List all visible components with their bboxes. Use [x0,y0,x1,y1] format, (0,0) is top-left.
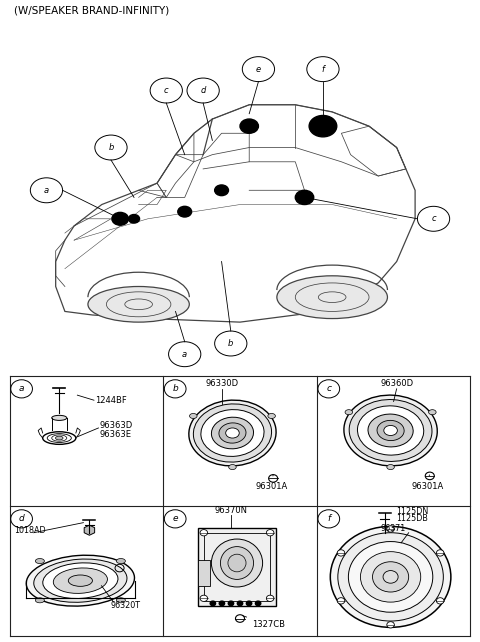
Circle shape [215,185,228,196]
Text: e: e [256,65,261,74]
Text: c: c [431,214,436,223]
Text: 96363E: 96363E [100,429,132,438]
Ellipse shape [358,406,424,455]
Circle shape [219,601,225,605]
Bar [198,560,210,586]
Ellipse shape [116,598,125,603]
Circle shape [330,526,451,627]
Text: a: a [182,350,187,359]
Text: 1125DB: 1125DB [396,514,429,523]
Circle shape [360,551,421,602]
Bar [198,528,276,606]
Ellipse shape [68,575,93,586]
Text: 96370N: 96370N [215,505,248,514]
Text: 96301A: 96301A [412,475,444,490]
Ellipse shape [384,426,397,435]
Polygon shape [84,525,95,535]
Ellipse shape [201,410,264,456]
Text: 96301A: 96301A [255,474,288,490]
Text: a: a [19,385,24,394]
Circle shape [295,190,314,205]
Circle shape [372,562,408,592]
Circle shape [266,530,274,536]
Ellipse shape [211,539,263,587]
Text: f: f [327,514,330,523]
Text: d: d [201,86,206,95]
Ellipse shape [56,436,63,440]
Ellipse shape [228,554,246,572]
Ellipse shape [277,276,387,318]
Ellipse shape [220,546,253,580]
Circle shape [387,621,395,628]
Text: 96320T: 96320T [110,602,141,611]
Circle shape [255,601,261,605]
Ellipse shape [190,413,197,419]
Circle shape [178,206,192,217]
Circle shape [348,542,433,612]
Text: 96363D: 96363D [100,421,133,430]
Text: b: b [172,385,178,394]
Text: (W/SPEAKER BRAND-INFINITY): (W/SPEAKER BRAND-INFINITY) [14,5,169,15]
Ellipse shape [345,410,353,415]
Text: 1244BF: 1244BF [96,395,127,404]
Ellipse shape [344,395,437,466]
Circle shape [112,213,129,225]
Text: f: f [322,65,324,74]
Text: d: d [19,514,24,523]
Ellipse shape [52,415,67,421]
Ellipse shape [26,555,134,606]
Ellipse shape [189,400,276,466]
Text: a: a [44,186,49,195]
Circle shape [337,550,345,556]
Ellipse shape [228,465,236,469]
Ellipse shape [211,417,253,449]
Circle shape [436,598,444,604]
Text: 96360D: 96360D [380,379,413,388]
Text: 1018AD: 1018AD [14,526,46,535]
Ellipse shape [36,598,44,603]
Circle shape [240,119,258,134]
Ellipse shape [219,423,246,443]
Ellipse shape [429,410,436,415]
Ellipse shape [268,413,276,419]
Circle shape [338,533,444,621]
Bar [204,533,270,601]
Text: b: b [228,339,233,348]
Ellipse shape [43,563,118,598]
Circle shape [237,601,243,605]
Circle shape [200,595,207,602]
Text: e: e [172,514,178,523]
Circle shape [337,598,345,604]
Circle shape [210,601,216,605]
Text: c: c [326,385,331,394]
Circle shape [228,601,234,605]
Ellipse shape [88,286,189,322]
Text: 96330D: 96330D [205,379,239,388]
Ellipse shape [377,421,404,440]
Ellipse shape [53,568,108,593]
Ellipse shape [387,465,395,469]
Circle shape [387,526,395,532]
Circle shape [383,571,398,583]
Circle shape [309,116,337,137]
Ellipse shape [349,399,432,462]
Text: c: c [164,86,168,95]
Circle shape [246,601,252,605]
Ellipse shape [36,559,44,564]
Ellipse shape [34,559,127,602]
Ellipse shape [43,431,76,444]
Text: 96371: 96371 [381,525,406,534]
Text: 1327CB: 1327CB [242,616,285,629]
Ellipse shape [193,404,272,462]
Circle shape [200,530,207,536]
Circle shape [129,214,140,223]
Ellipse shape [226,428,239,438]
Text: 1125DN: 1125DN [396,507,429,516]
Text: b: b [108,143,114,152]
Ellipse shape [368,414,413,447]
Circle shape [436,550,444,556]
Ellipse shape [116,559,125,564]
Circle shape [266,595,274,602]
